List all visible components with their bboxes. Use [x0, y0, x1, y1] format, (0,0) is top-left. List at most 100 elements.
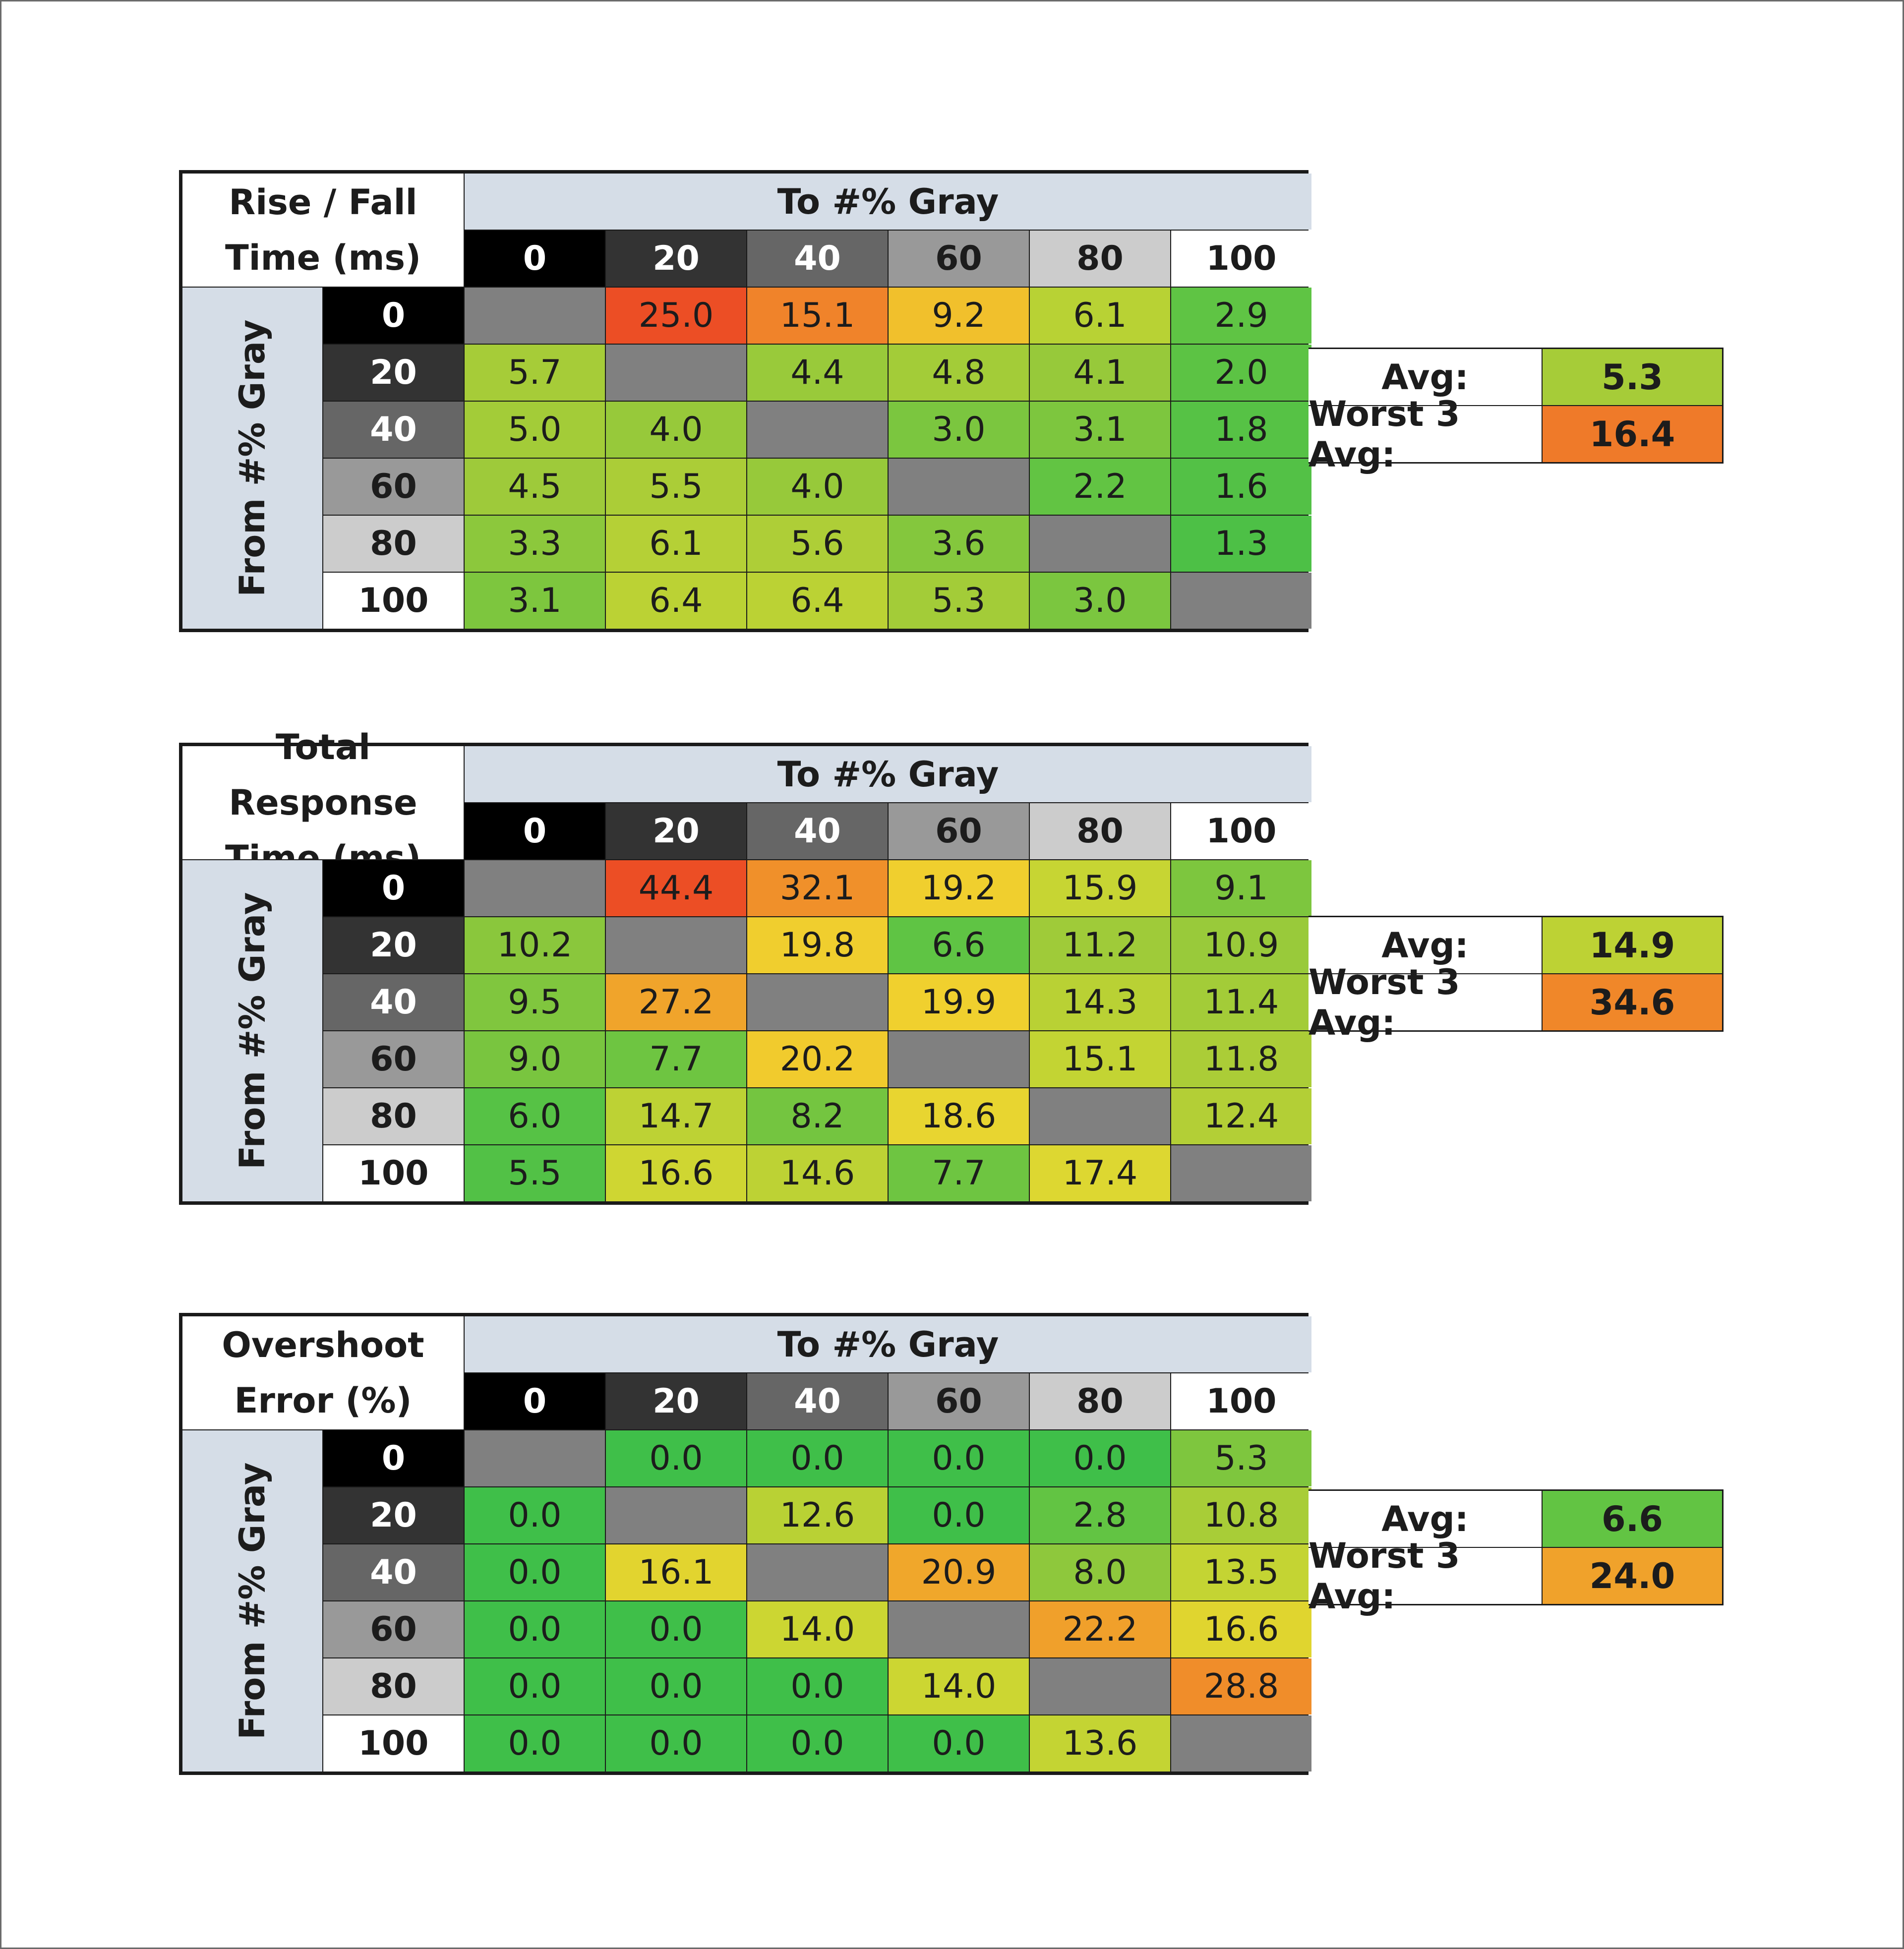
- row-level-header: 0: [323, 860, 464, 916]
- col-level-header: 60: [889, 803, 1029, 859]
- heatmap-cell: 9.1: [1171, 860, 1311, 916]
- row-level-header: 100: [323, 573, 464, 629]
- heatmap-cell: [747, 1544, 888, 1600]
- table-title-line1: Total Response: [229, 727, 417, 823]
- heatmap-cell: 6.4: [606, 573, 746, 629]
- col-level-header: 80: [1030, 1373, 1170, 1429]
- row-level-header: 60: [323, 1031, 464, 1087]
- col-level-header: 80: [1030, 231, 1170, 287]
- heatmap-cell: [606, 1487, 746, 1543]
- avg-label: Avg:: [1309, 349, 1542, 405]
- heatmap-cell: 11.4: [1171, 974, 1311, 1030]
- row-level-header: 80: [323, 1088, 464, 1144]
- total-response-summary: Avg: 14.9 Worst 3 Avg: 34.6: [1309, 916, 1724, 1043]
- worst3-avg-value: 34.6: [1543, 974, 1722, 1030]
- heatmap-cell: 5.6: [747, 516, 888, 572]
- col-level-header: 20: [606, 231, 746, 287]
- heatmap-cell: 2.2: [1030, 459, 1170, 515]
- heatmap-cell: 28.8: [1171, 1658, 1311, 1714]
- heatmap-cell: 20.2: [747, 1031, 888, 1087]
- col-level-header: 60: [889, 1373, 1029, 1429]
- heatmap-cell: [889, 1031, 1029, 1087]
- heatmap-cell: 1.3: [1171, 516, 1311, 572]
- heatmap-cell: [1171, 1145, 1311, 1201]
- avg-value: 14.9: [1543, 917, 1722, 973]
- heatmap-cell: 11.8: [1171, 1031, 1311, 1087]
- heatmap-cell: 0.0: [889, 1487, 1029, 1543]
- avg-label: Avg:: [1309, 917, 1542, 973]
- heatmap-cell: [1171, 1715, 1311, 1772]
- row-level-header: 40: [323, 974, 464, 1030]
- heatmap-cell: 9.2: [889, 288, 1029, 344]
- worst3-avg-label: Worst 3 Avg:: [1309, 394, 1542, 475]
- heatmap-cell: [747, 402, 888, 458]
- heatmap-cell: 3.0: [889, 402, 1029, 458]
- heatmap-cell: [889, 1601, 1029, 1657]
- col-level-header: 40: [747, 1373, 888, 1429]
- heatmap-cell: 1.8: [1171, 402, 1311, 458]
- from-gray-label: From #% Gray: [232, 1462, 273, 1740]
- rise-fall-table: Rise / Fall Time (ms) To #% Gray From #%…: [179, 170, 1311, 632]
- heatmap-cell: 5.3: [1171, 1430, 1311, 1486]
- heatmap-cell: 5.5: [606, 459, 746, 515]
- col-level-header: 0: [465, 1373, 605, 1429]
- heatmap-cell: 10.2: [465, 917, 605, 973]
- heatmap-cell: [1171, 573, 1311, 629]
- heatmap-cell: 22.2: [1030, 1601, 1170, 1657]
- row-level-header: 60: [323, 1601, 464, 1657]
- heatmap-cell: 0.0: [465, 1601, 605, 1657]
- heatmap-cell: 6.1: [606, 516, 746, 572]
- heatmap-cell: 12.6: [747, 1487, 888, 1543]
- heatmap-cell: [747, 974, 888, 1030]
- worst3-avg-label: Worst 3 Avg:: [1309, 962, 1542, 1043]
- heatmap-cell: 0.0: [606, 1715, 746, 1772]
- row-level-header: 40: [323, 402, 464, 458]
- heatmap-cell: 0.0: [747, 1715, 888, 1772]
- heatmap-cell: [1030, 1658, 1170, 1714]
- to-gray-header: To #% Gray: [465, 746, 1311, 802]
- from-gray-label: From #% Gray: [232, 892, 273, 1170]
- heatmap-cell: 5.7: [465, 345, 605, 401]
- table-title: Overshoot Error (%): [182, 1316, 464, 1429]
- table-title-line2: Error (%): [234, 1380, 412, 1421]
- heatmap-cell: 1.6: [1171, 459, 1311, 515]
- to-gray-header: To #% Gray: [465, 174, 1311, 230]
- heatmap-cell: 32.1: [747, 860, 888, 916]
- heatmap-cell: 18.6: [889, 1088, 1029, 1144]
- heatmap-cell: 19.9: [889, 974, 1029, 1030]
- heatmap-cell: 6.6: [889, 917, 1029, 973]
- worst3-avg-value: 16.4: [1543, 406, 1722, 462]
- row-level-header: 100: [323, 1145, 464, 1201]
- heatmap-cell: 3.6: [889, 516, 1029, 572]
- heatmap-cell: 5.5: [465, 1145, 605, 1201]
- heatmap-cell: 0.0: [747, 1430, 888, 1486]
- heatmap-cell: [606, 917, 746, 973]
- heatmap-cell: 25.0: [606, 288, 746, 344]
- heatmap-cell: [465, 288, 605, 344]
- table-title: Rise / Fall Time (ms): [182, 174, 464, 287]
- heatmap-cell: 2.8: [1030, 1487, 1170, 1543]
- row-level-header: 20: [323, 1487, 464, 1543]
- heatmap-cell: 9.0: [465, 1031, 605, 1087]
- heatmap-cell: 0.0: [1030, 1430, 1170, 1486]
- heatmap-cell: 2.0: [1171, 345, 1311, 401]
- row-level-header: 100: [323, 1715, 464, 1772]
- heatmap-cell: 0.0: [465, 1544, 605, 1600]
- from-gray-header: From #% Gray: [182, 1430, 322, 1772]
- from-gray-header: From #% Gray: [182, 860, 322, 1201]
- heatmap-cell: 13.6: [1030, 1715, 1170, 1772]
- heatmap-cell: 20.9: [889, 1544, 1029, 1600]
- heatmap-cell: 9.5: [465, 974, 605, 1030]
- heatmap-cell: [606, 345, 746, 401]
- heatmap-cell: 2.9: [1171, 288, 1311, 344]
- row-level-header: 0: [323, 288, 464, 344]
- heatmap-cell: 6.1: [1030, 288, 1170, 344]
- heatmap-cell: 0.0: [606, 1658, 746, 1714]
- heatmap-cell: [1030, 1088, 1170, 1144]
- heatmap-cell: 10.8: [1171, 1487, 1311, 1543]
- from-gray-label: From #% Gray: [232, 319, 273, 597]
- row-level-header: 0: [323, 1430, 464, 1486]
- rise-fall-summary: Avg: 5.3 Worst 3 Avg: 16.4: [1309, 348, 1724, 475]
- heatmap-cell: 0.0: [606, 1430, 746, 1486]
- heatmap-cell: 11.2: [1030, 917, 1170, 973]
